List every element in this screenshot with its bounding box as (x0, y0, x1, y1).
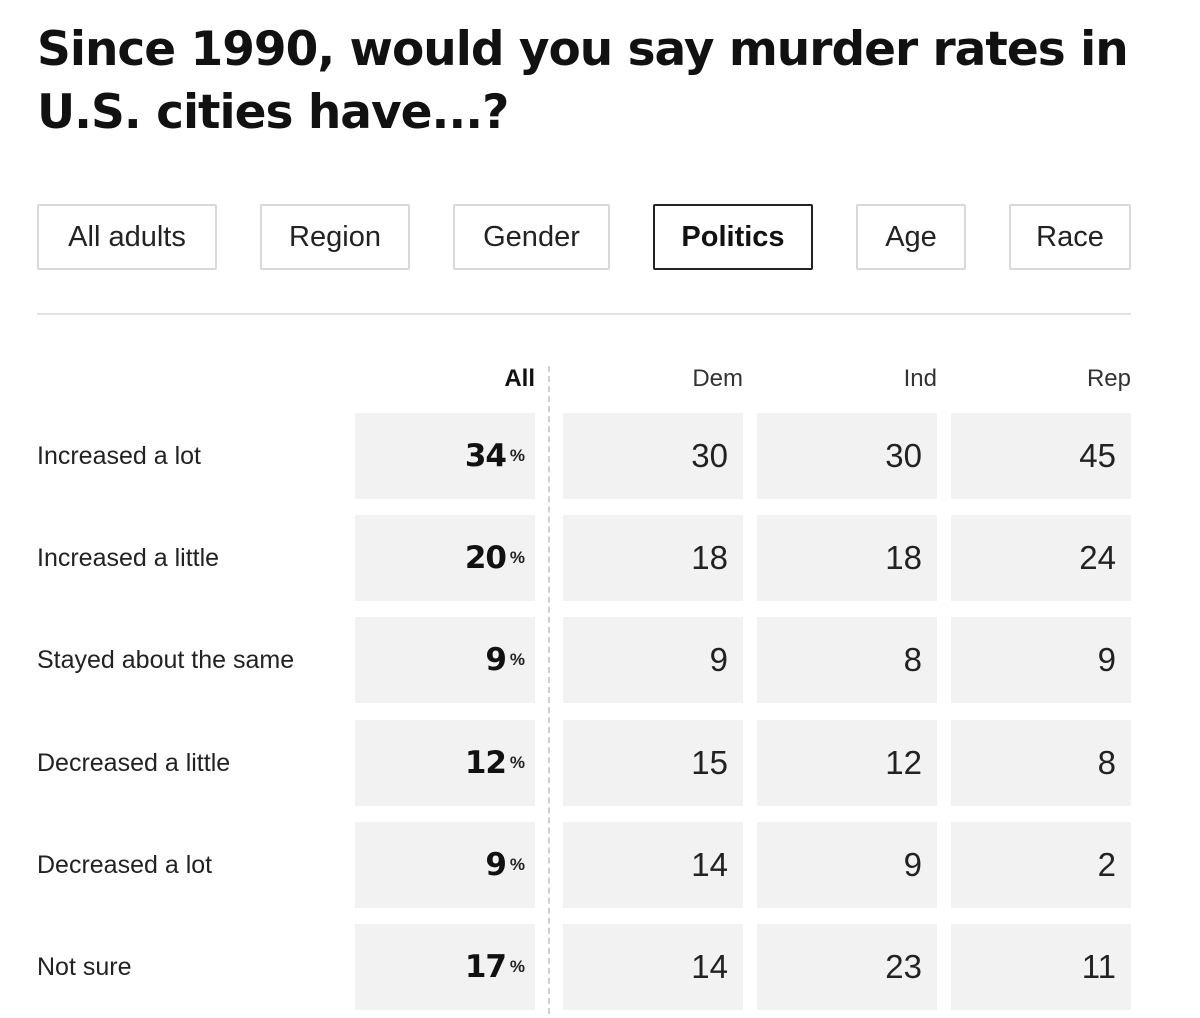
cell-dem: 14 (563, 822, 743, 908)
row-label: Increased a lot (37, 442, 201, 470)
tab-all-adults[interactable]: All adults (37, 204, 217, 270)
cell-all: 34% (355, 413, 535, 499)
cell-dem: 9 (563, 617, 743, 703)
percent-sign: % (509, 957, 525, 976)
cell-dem: 14 (563, 924, 743, 1010)
all-column-separator (548, 366, 550, 1014)
cell-rep: 2 (951, 822, 1131, 908)
cell-value: 12 (464, 745, 507, 781)
cell-value: 12 (885, 744, 922, 781)
tab-age[interactable]: Age (856, 204, 966, 270)
cell-value: 9 (485, 642, 507, 678)
cell-value: 18 (691, 539, 728, 576)
cell-all: 9% (355, 617, 535, 703)
cell-value: 9 (1097, 641, 1116, 678)
cell-value: 9 (485, 847, 507, 883)
cell-value: 9 (903, 846, 922, 883)
cell-value: 20 (464, 540, 507, 576)
cell-ind: 23 (757, 924, 937, 1010)
cell-rep: 9 (951, 617, 1131, 703)
column-header-all: All (504, 365, 535, 392)
tab-region[interactable]: Region (260, 204, 410, 270)
cell-ind: 8 (757, 617, 937, 703)
cell-value: 8 (1097, 744, 1116, 781)
row-label: Not sure (37, 953, 132, 981)
tab-politics[interactable]: Politics (653, 204, 813, 270)
cell-all: 9% (355, 822, 535, 908)
cell-value: 34 (464, 438, 507, 474)
cell-all: 17% (355, 924, 535, 1010)
cell-ind: 18 (757, 515, 937, 601)
row-label: Increased a little (37, 544, 220, 572)
cell-value: 14 (691, 846, 728, 883)
cell-all: 20% (355, 515, 535, 601)
cell-value: 2 (1097, 846, 1116, 883)
cell-value: 15 (691, 744, 728, 781)
column-header-ind: Ind (903, 365, 937, 392)
percent-sign: % (509, 446, 525, 465)
cell-value: 8 (903, 641, 922, 678)
cell-ind: 9 (757, 822, 937, 908)
cell-value: 30 (691, 437, 728, 474)
cell-value: 11 (1081, 948, 1116, 985)
cell-rep: 8 (951, 720, 1131, 806)
tab-bar: All adults Region Gender Politics Age Ra… (0, 204, 1200, 270)
cell-rep: 24 (951, 515, 1131, 601)
cell-value: 24 (1079, 539, 1116, 576)
cell-dem: 15 (563, 720, 743, 806)
column-header-dem: Dem (692, 365, 743, 392)
percent-sign: % (509, 753, 525, 772)
cell-rep: 11 (951, 924, 1131, 1010)
cell-dem: 30 (563, 413, 743, 499)
cell-value: 45 (1079, 437, 1116, 474)
cell-ind: 30 (757, 413, 937, 499)
cell-all: 12% (355, 720, 535, 806)
row-label: Decreased a little (37, 749, 231, 777)
cell-ind: 12 (757, 720, 937, 806)
cell-rep: 45 (951, 413, 1131, 499)
percent-sign: % (509, 855, 525, 874)
cell-value: 23 (885, 948, 922, 985)
percent-sign: % (509, 548, 525, 567)
cell-value: 17 (464, 949, 507, 985)
tab-gender[interactable]: Gender (453, 204, 610, 270)
cell-dem: 18 (563, 515, 743, 601)
percent-sign: % (509, 650, 525, 669)
cell-value: 18 (885, 539, 922, 576)
cell-value: 9 (709, 641, 728, 678)
cell-value: 30 (885, 437, 922, 474)
column-header-rep: Rep (1086, 365, 1131, 392)
tab-divider (37, 313, 1131, 315)
cell-value: 14 (691, 948, 728, 985)
row-label: Decreased a lot (37, 851, 213, 879)
row-label: Stayed about the same (37, 646, 295, 674)
chart-title: Since 1990, would you say murder rates i… (37, 22, 1129, 140)
tab-race[interactable]: Race (1009, 204, 1131, 270)
